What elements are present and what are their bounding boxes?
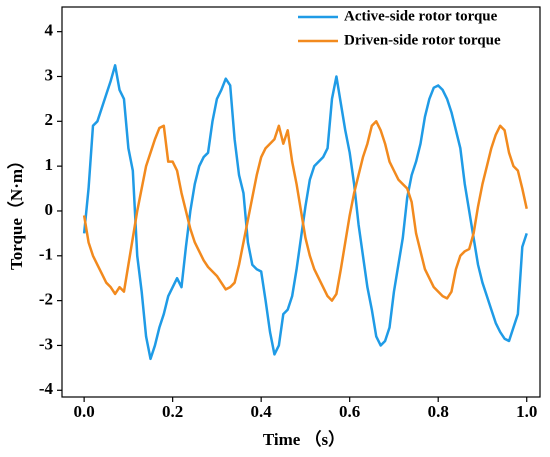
x-tick-label: 0.4 [251,402,273,421]
x-tick-label: 0.0 [74,402,95,421]
y-axis-label: Torque（N·m） [6,152,26,270]
y-tick-label: 1 [45,155,54,174]
y-tick-label: -3 [39,334,53,353]
legend-label: Active-side rotor torque [344,8,498,24]
x-tick-label: 0.6 [339,402,360,421]
legend-label: Driven-side rotor torque [344,32,501,48]
y-tick-label: 2 [45,110,54,129]
data-line [82,64,528,361]
y-tick-label: 4 [45,21,54,40]
x-tick-label: 0.8 [428,402,449,421]
y-tick-label: -2 [39,290,53,309]
y-tick-label: 0 [45,200,54,219]
x-tick-label: 0.2 [162,402,183,421]
y-tick-label: -4 [39,379,54,398]
y-tick-label: -1 [39,245,53,264]
plot-frame [61,6,541,398]
y-tick-label: 3 [45,65,54,84]
data-line [82,120,528,302]
x-axis-label: Time （s） [263,429,345,449]
x-tick-label: 1.0 [516,402,537,421]
